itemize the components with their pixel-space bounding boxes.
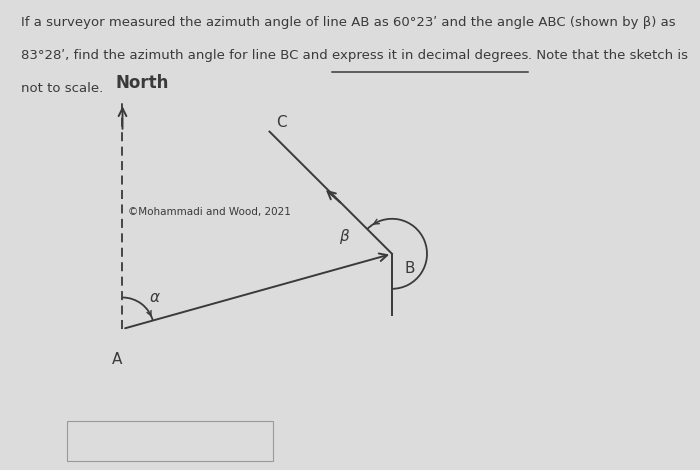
Text: C: C <box>276 115 287 130</box>
Text: If a surveyor measured the azimuth angle of line AB as 60°23ʹ and the angle ABC : If a surveyor measured the azimuth angle… <box>21 16 676 30</box>
Text: ©Mohammadi and Wood, 2021: ©Mohammadi and Wood, 2021 <box>128 207 291 217</box>
Text: B: B <box>405 260 415 275</box>
Text: α: α <box>149 290 159 305</box>
Text: express it in decimal degrees: express it in decimal degrees <box>332 49 528 63</box>
Text: 83°28ʹ, find the azimuth angle for line BC and: 83°28ʹ, find the azimuth angle for line … <box>21 49 332 63</box>
Text: North: North <box>116 74 169 92</box>
Text: A: A <box>112 352 122 367</box>
Text: not to scale.: not to scale. <box>21 82 104 95</box>
Text: β: β <box>340 229 349 244</box>
Bar <box>66 421 273 461</box>
Text: . Note that the sketch is: . Note that the sketch is <box>528 49 688 63</box>
